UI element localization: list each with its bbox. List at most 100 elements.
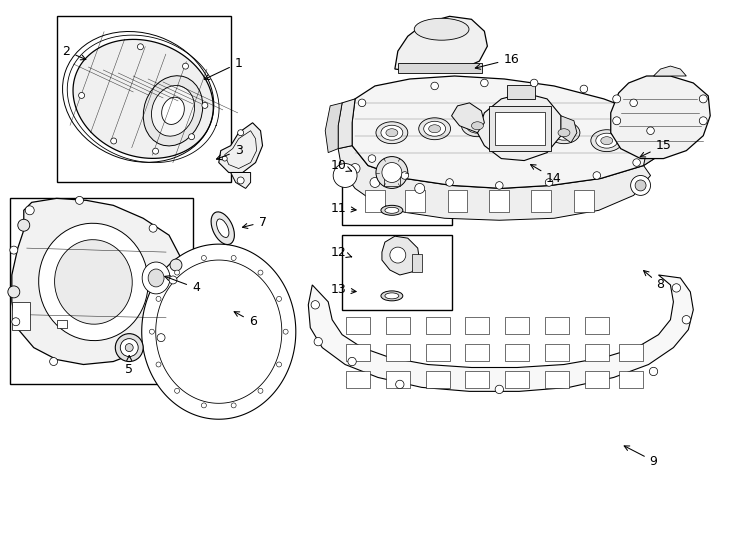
Bar [505, 343, 529, 361]
Ellipse shape [381, 125, 403, 140]
Ellipse shape [115, 334, 143, 361]
Ellipse shape [142, 262, 170, 294]
Text: 10: 10 [330, 159, 352, 172]
Circle shape [635, 180, 646, 191]
Circle shape [25, 206, 34, 215]
Circle shape [431, 82, 438, 90]
Bar [505, 317, 529, 334]
Bar [57, 16, 230, 183]
Bar [490, 106, 551, 151]
Bar [531, 191, 551, 212]
Circle shape [370, 178, 380, 187]
Polygon shape [561, 116, 577, 143]
Ellipse shape [591, 130, 622, 152]
Circle shape [79, 92, 84, 98]
Circle shape [237, 177, 244, 184]
Text: 15: 15 [640, 139, 672, 157]
Bar [346, 372, 370, 388]
Polygon shape [395, 16, 487, 73]
Ellipse shape [462, 115, 493, 137]
Circle shape [613, 117, 621, 125]
Polygon shape [477, 93, 561, 160]
Bar [574, 191, 594, 212]
Bar [405, 191, 425, 212]
Circle shape [202, 103, 208, 109]
Polygon shape [653, 66, 686, 76]
Polygon shape [382, 236, 420, 275]
Polygon shape [451, 103, 484, 133]
Ellipse shape [414, 18, 469, 40]
Circle shape [111, 138, 117, 144]
Circle shape [175, 270, 180, 275]
Bar [585, 372, 608, 388]
Bar [384, 172, 400, 186]
Ellipse shape [429, 125, 440, 133]
Bar [346, 343, 370, 361]
Circle shape [545, 179, 553, 186]
Circle shape [277, 296, 282, 301]
Polygon shape [230, 172, 250, 188]
Circle shape [382, 163, 401, 183]
Ellipse shape [418, 118, 451, 140]
Bar [465, 343, 490, 361]
Circle shape [390, 247, 406, 263]
Circle shape [277, 362, 282, 367]
Ellipse shape [151, 85, 195, 136]
Ellipse shape [376, 122, 408, 144]
Bar [465, 317, 490, 334]
Text: 1: 1 [205, 57, 243, 79]
Bar [342, 146, 451, 225]
Text: 16: 16 [476, 52, 519, 69]
Text: 4: 4 [164, 276, 200, 294]
Circle shape [647, 127, 654, 134]
Circle shape [700, 117, 708, 125]
Bar [398, 63, 482, 73]
Circle shape [157, 334, 165, 342]
Ellipse shape [126, 343, 133, 352]
Circle shape [481, 79, 488, 87]
Ellipse shape [143, 76, 203, 146]
Text: 6: 6 [234, 312, 256, 328]
Polygon shape [338, 146, 650, 220]
Ellipse shape [148, 269, 164, 287]
Text: 5: 5 [126, 355, 134, 376]
Bar [426, 317, 449, 334]
Circle shape [149, 224, 157, 232]
Circle shape [495, 385, 504, 394]
Bar [10, 198, 193, 384]
Polygon shape [12, 198, 183, 364]
Ellipse shape [467, 118, 488, 133]
Circle shape [258, 388, 263, 393]
Bar [585, 317, 608, 334]
Bar [386, 317, 410, 334]
Circle shape [531, 79, 538, 87]
Circle shape [368, 155, 376, 163]
Circle shape [311, 301, 319, 309]
Ellipse shape [385, 293, 399, 299]
Ellipse shape [381, 291, 403, 301]
Circle shape [258, 270, 263, 275]
Circle shape [348, 357, 356, 366]
Circle shape [169, 276, 177, 284]
Ellipse shape [381, 205, 403, 215]
Ellipse shape [471, 122, 484, 130]
Circle shape [189, 134, 195, 140]
Bar [545, 372, 569, 388]
Ellipse shape [548, 122, 580, 144]
Circle shape [238, 130, 244, 136]
Circle shape [682, 315, 691, 324]
Circle shape [593, 172, 600, 179]
Bar [619, 343, 642, 361]
Circle shape [50, 357, 57, 366]
Circle shape [76, 197, 84, 204]
Circle shape [376, 157, 408, 188]
Ellipse shape [120, 339, 138, 356]
Circle shape [633, 159, 640, 166]
Bar [342, 235, 451, 310]
Bar [426, 343, 449, 361]
Ellipse shape [601, 137, 613, 145]
Circle shape [156, 296, 161, 301]
Text: 8: 8 [644, 271, 664, 292]
Ellipse shape [558, 129, 570, 137]
Circle shape [150, 329, 154, 334]
